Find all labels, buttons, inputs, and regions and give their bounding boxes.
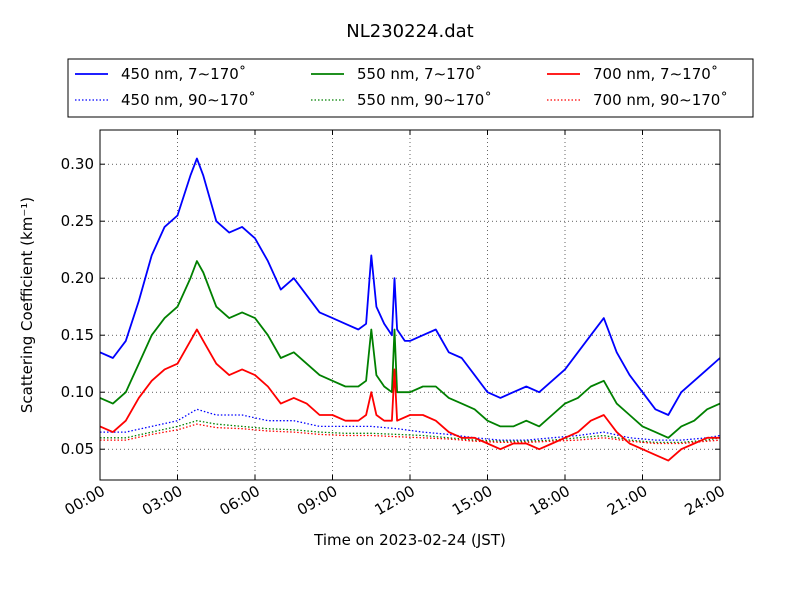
x-tick-label: 15:00 [449, 482, 495, 519]
y-tick-label: 0.05 [61, 440, 94, 458]
series-line [99, 157, 721, 416]
y-tick-label: 0.10 [61, 383, 94, 401]
x-tick-label: 03:00 [139, 482, 185, 519]
x-tick-label: 18:00 [527, 482, 573, 519]
series-line [99, 260, 721, 439]
legend-label: 550 nm, 7∼170˚ [357, 65, 482, 83]
x-tick-label: 21:00 [604, 482, 650, 519]
grid [100, 130, 720, 480]
x-tick-label: 09:00 [294, 482, 340, 519]
series-line [100, 420, 721, 444]
plot-lines [99, 157, 721, 462]
y-tick-label: 0.20 [61, 269, 94, 287]
x-tick-label: 00:00 [62, 482, 108, 519]
chart-title: NL230224.dat [346, 21, 473, 42]
x-tick-label: 06:00 [217, 482, 263, 519]
y-tick-label: 0.25 [61, 212, 94, 230]
legend-box [67, 58, 754, 118]
y-tick-label: 0.30 [61, 155, 94, 173]
series-line [99, 328, 720, 462]
series-line [100, 423, 721, 445]
y-axis-label: Scattering Coefficient (km⁻¹) [18, 197, 36, 413]
legend-label: 700 nm, 90∼170˚ [593, 91, 728, 109]
x-tick-label: 24:00 [682, 482, 728, 519]
legend-label: 450 nm, 90∼170˚ [121, 91, 256, 109]
x-tick-label: 12:00 [372, 482, 418, 519]
x-axis-label: Time on 2023-02-24 (JST) [313, 531, 506, 549]
series-line [100, 408, 721, 441]
legend-label: 550 nm, 90∼170˚ [357, 91, 492, 109]
legend-label: 450 nm, 7∼170˚ [121, 65, 246, 83]
legend-label: 700 nm, 7∼170˚ [593, 65, 718, 83]
y-tick-label: 0.15 [61, 326, 94, 344]
legend: 450 nm, 7∼170˚ 550 nm, 7∼170˚ 700 nm, 7∼17… [67, 58, 754, 118]
